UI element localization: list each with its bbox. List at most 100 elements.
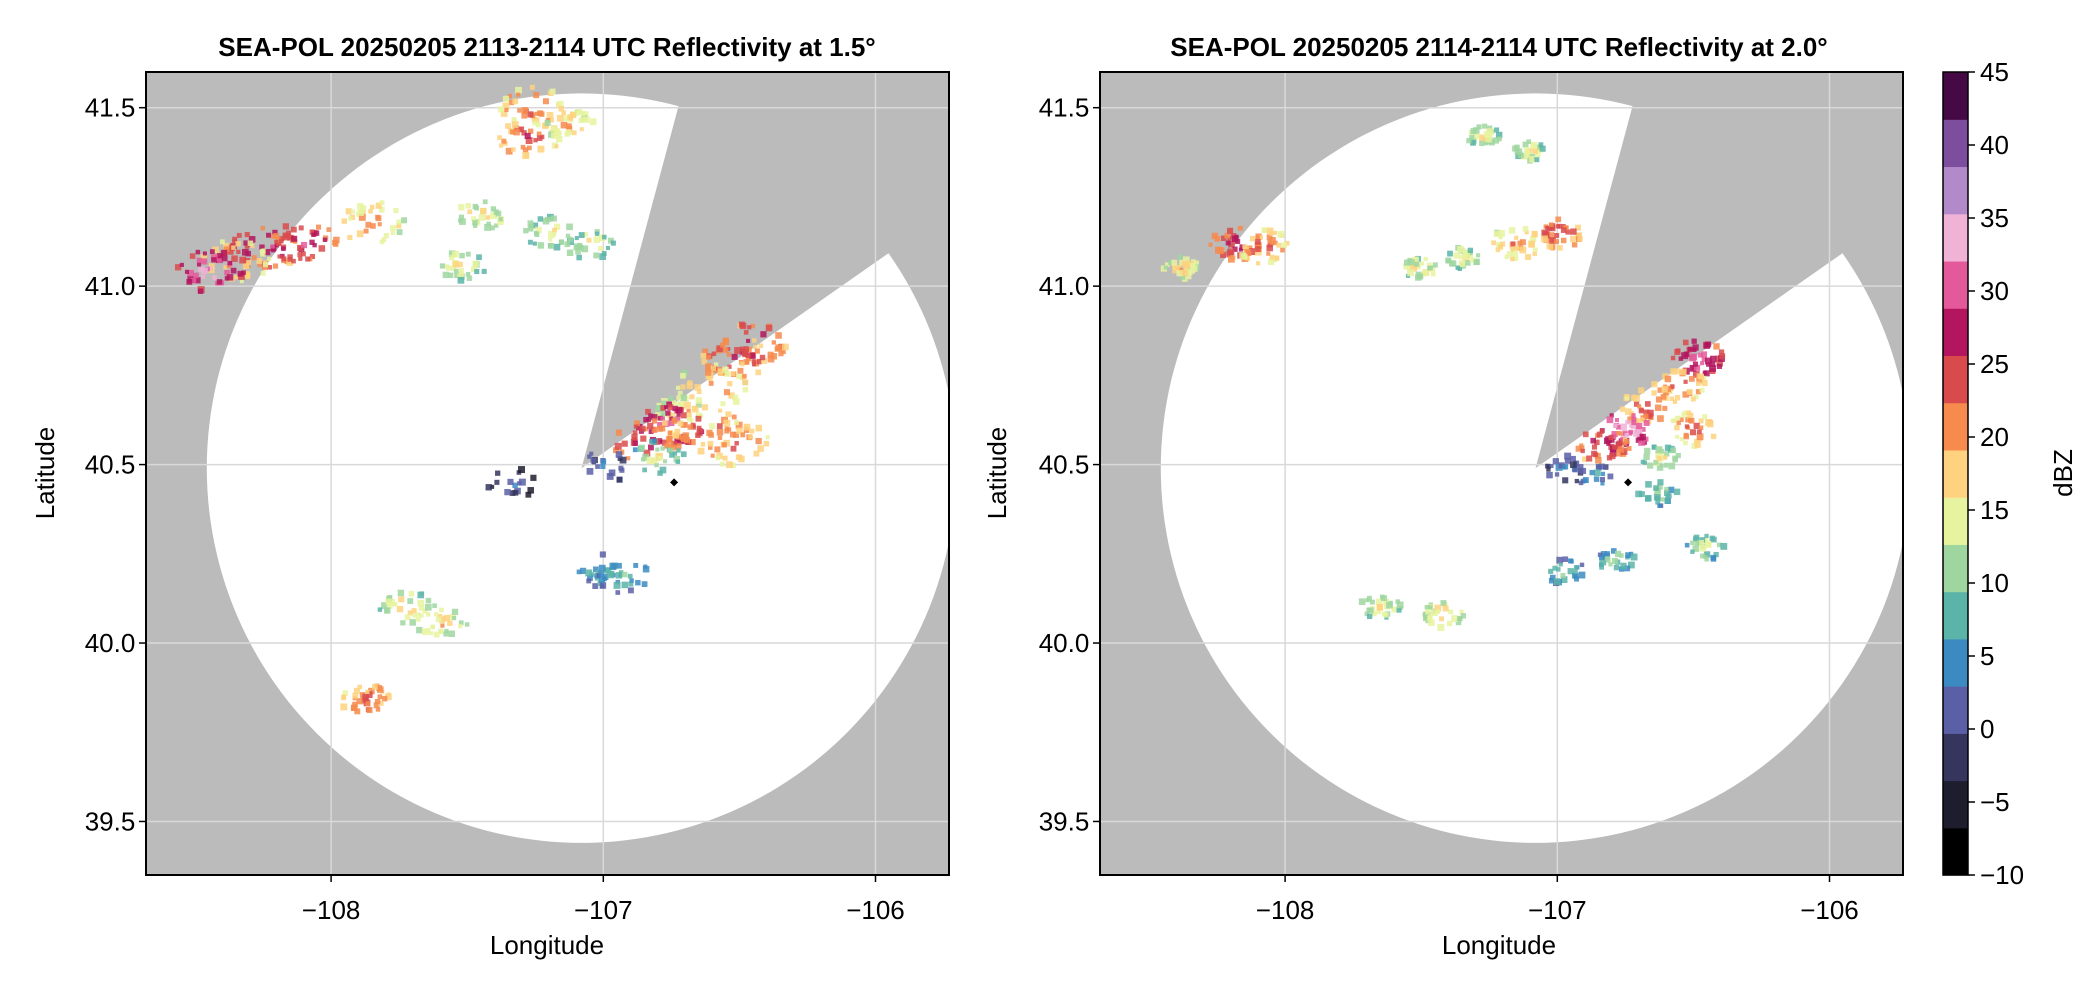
colorbar-segment bbox=[1943, 213, 1968, 262]
panel-left-grid bbox=[146, 72, 949, 875]
x-tick-label: −107 bbox=[1528, 895, 1587, 925]
colorbar-segment bbox=[1943, 686, 1968, 734]
x-tick-label: −106 bbox=[846, 895, 905, 925]
echo-cell bbox=[1575, 429, 1632, 464]
echo-cell bbox=[1670, 338, 1726, 378]
panel-right-x-label: Longitude bbox=[1442, 930, 1556, 960]
echo-cell bbox=[596, 562, 650, 595]
colorbar-segment bbox=[1943, 638, 1968, 687]
y-tick-label: 41.0 bbox=[1039, 271, 1090, 301]
y-tick-label: 39.5 bbox=[85, 806, 136, 836]
y-tick-label: 41.5 bbox=[85, 93, 136, 123]
coverage-area bbox=[1160, 93, 1903, 843]
panel-right-x-ticks: −108 −107 −106 bbox=[1256, 875, 1859, 925]
echo-cell bbox=[377, 589, 432, 626]
echo-cell bbox=[722, 321, 789, 367]
panel-left-y-ticks: 39.5 40.0 40.5 41.0 41.5 bbox=[85, 93, 146, 836]
echo-cell bbox=[1239, 227, 1290, 266]
x-tick-label: −107 bbox=[574, 895, 633, 925]
echo-cell bbox=[1403, 255, 1438, 281]
echo-cell bbox=[1599, 413, 1650, 448]
echo-cell bbox=[1572, 463, 1614, 486]
echo-cell bbox=[1541, 216, 1583, 251]
panel-left-radar-coverage bbox=[206, 93, 949, 843]
panel-right-grid bbox=[1100, 72, 1903, 875]
y-tick-label: 40.0 bbox=[85, 628, 136, 658]
panel-left-site-marker bbox=[670, 478, 679, 487]
y-tick-label: 41.0 bbox=[85, 271, 136, 301]
colorbar-segment bbox=[1943, 733, 1968, 782]
panel-right-radar-coverage bbox=[1160, 93, 1903, 843]
echo-cell bbox=[175, 249, 246, 294]
colorbar-tick-label: 0 bbox=[1980, 714, 1994, 744]
colorbar-segment bbox=[1943, 166, 1968, 215]
echo-cell bbox=[409, 603, 470, 638]
panel-right: SEA-POL 20250205 2114-2114 UTC Reflectiv… bbox=[982, 32, 1904, 960]
echo-cell bbox=[1491, 226, 1538, 262]
colorbar-segment bbox=[1943, 355, 1968, 404]
colorbar-tick-label: −10 bbox=[1980, 860, 2024, 890]
colorbar-tick-label: 30 bbox=[1980, 276, 2009, 306]
colorbar-tick-label: 5 bbox=[1980, 641, 1994, 671]
colorbar-segment bbox=[1943, 544, 1968, 593]
colorbar-segments bbox=[1943, 72, 1968, 876]
colorbar-segment bbox=[1943, 780, 1968, 829]
panel-left-x-label: Longitude bbox=[490, 930, 604, 960]
echo-cell bbox=[1597, 548, 1638, 572]
panel-right-echoes bbox=[1160, 123, 1728, 631]
panel-left-title: SEA-POL 20250205 2113-2114 UTC Reflectiv… bbox=[218, 32, 875, 62]
x-tick-label: −106 bbox=[1800, 895, 1859, 925]
echo-cell bbox=[675, 362, 749, 407]
y-tick-label: 40.0 bbox=[1039, 628, 1090, 658]
colorbar-ticks: −10 −5 0 5 10 15 20 25 30 35 40 45 bbox=[1968, 57, 2024, 890]
panel-right-title: SEA-POL 20250205 2114-2114 UTC Reflectiv… bbox=[1170, 32, 1827, 62]
coverage-area bbox=[206, 93, 949, 843]
echo-cell bbox=[1670, 410, 1717, 450]
panel-left-echoes bbox=[175, 84, 789, 715]
colorbar-tick-label: 45 bbox=[1980, 57, 2009, 87]
panel-left-x-ticks: −108 −107 −106 bbox=[302, 875, 905, 925]
y-tick-label: 41.5 bbox=[1039, 93, 1090, 123]
echo-cell bbox=[458, 199, 505, 231]
x-tick-label: −108 bbox=[302, 895, 361, 925]
panel-right-y-ticks: 39.5 40.0 40.5 41.0 41.5 bbox=[1039, 93, 1100, 836]
y-tick-label: 39.5 bbox=[1039, 806, 1090, 836]
echo-cell bbox=[1422, 600, 1467, 631]
echo-cell bbox=[544, 108, 597, 143]
echo-cell bbox=[340, 683, 392, 715]
echo-cell bbox=[523, 213, 573, 251]
echo-cell bbox=[497, 84, 567, 129]
panel-left-frame bbox=[145, 71, 950, 876]
colorbar-segment bbox=[1943, 591, 1968, 640]
colorbar-tick-label: 15 bbox=[1980, 495, 2009, 525]
site-diamond bbox=[1624, 478, 1633, 487]
colorbar-tick-label: −5 bbox=[1980, 787, 2010, 817]
panel-right-frame bbox=[1099, 71, 1904, 876]
echo-cell bbox=[586, 451, 627, 483]
echo-cell bbox=[497, 117, 562, 160]
echo-cell bbox=[485, 466, 537, 498]
panel-right-y-label: Latitude bbox=[982, 427, 1012, 520]
echo-cell bbox=[341, 200, 408, 245]
echo-cell bbox=[1640, 444, 1681, 471]
colorbar-segment bbox=[1943, 308, 1968, 357]
colorbar-segment bbox=[1943, 402, 1968, 451]
colorbar-segment bbox=[1943, 72, 1968, 120]
colorbar: −10 −5 0 5 10 15 20 25 30 35 40 45 dBZ bbox=[1942, 57, 2078, 890]
colorbar-frame bbox=[1942, 71, 1969, 876]
panel-right-site-marker bbox=[1624, 478, 1633, 487]
colorbar-segment bbox=[1943, 260, 1968, 309]
echo-cell bbox=[1358, 594, 1404, 620]
panel-left: SEA-POL 20250205 2113-2114 UTC Reflectiv… bbox=[30, 32, 950, 960]
colorbar-tick-label: 40 bbox=[1980, 130, 2009, 160]
echo-cell bbox=[1445, 244, 1481, 271]
colorbar-label: dBZ bbox=[2048, 449, 2078, 497]
colorbar-tick-label: 35 bbox=[1980, 203, 2009, 233]
y-tick-label: 40.5 bbox=[85, 450, 136, 480]
colorbar-segment bbox=[1943, 119, 1968, 168]
echo-cell bbox=[1160, 254, 1200, 282]
echo-cell bbox=[1635, 479, 1681, 508]
echo-cell bbox=[564, 229, 616, 261]
echo-cell bbox=[270, 223, 340, 266]
